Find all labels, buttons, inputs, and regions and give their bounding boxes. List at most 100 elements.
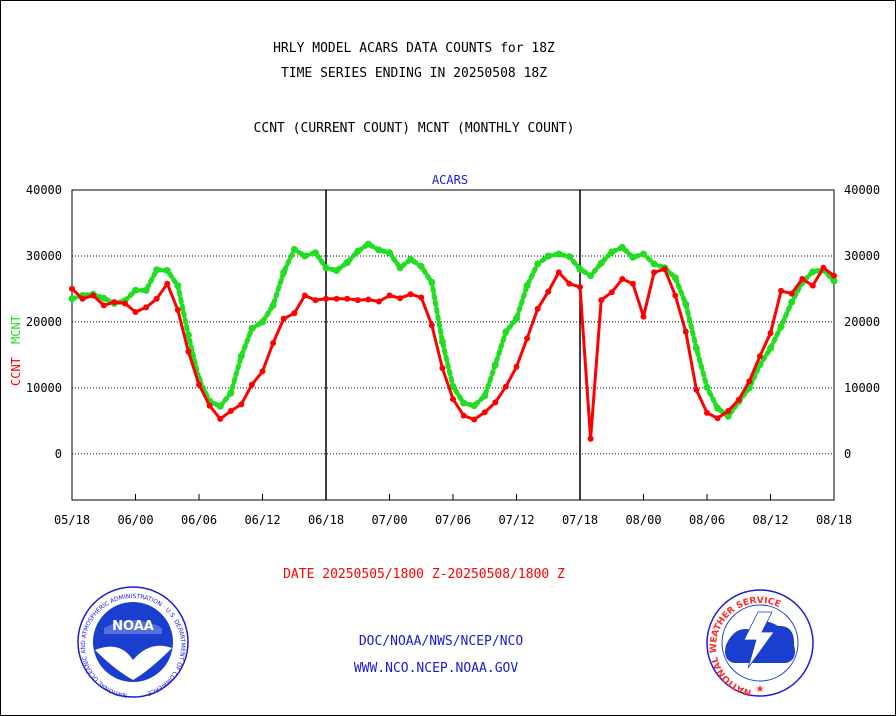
nws-star-icon: ★ bbox=[756, 684, 765, 695]
data-point-ccnt bbox=[153, 295, 160, 302]
x-tick-label: 06/06 bbox=[181, 513, 217, 527]
data-point-ccnt bbox=[714, 415, 721, 422]
data-point-ccnt bbox=[820, 264, 827, 271]
data-point-ccnt bbox=[725, 408, 732, 414]
data-point-ccnt bbox=[100, 302, 107, 309]
x-tick-label: 07/06 bbox=[435, 513, 471, 527]
data-point-mcnt bbox=[438, 338, 446, 346]
website: WWW.NCO.NCEP.NOAA.GOV bbox=[354, 661, 519, 676]
data-point-mcnt bbox=[777, 323, 785, 330]
data-point-ccnt bbox=[767, 330, 774, 337]
y-tick-labels-left: 0 10000 20000 30000 40000 bbox=[26, 183, 62, 461]
data-point-ccnt bbox=[397, 295, 404, 302]
data-point-ccnt bbox=[746, 378, 753, 385]
y-tick-label-left: 0 bbox=[55, 447, 62, 461]
data-point-ccnt bbox=[248, 381, 255, 388]
data-point-mcnt bbox=[830, 277, 838, 285]
data-point-ccnt bbox=[132, 309, 139, 315]
x-tick-label: 08/06 bbox=[689, 513, 725, 527]
data-point-ccnt bbox=[756, 353, 763, 360]
data-point-ccnt bbox=[164, 280, 171, 287]
data-point-mcnt bbox=[153, 266, 161, 274]
y-tick-label-right: 10000 bbox=[844, 381, 880, 395]
data-point-mcnt bbox=[343, 259, 351, 267]
data-point-mcnt bbox=[227, 389, 235, 397]
y-tick-label-left: 30000 bbox=[26, 249, 62, 263]
data-point-ccnt bbox=[270, 340, 277, 346]
data-point-ccnt bbox=[121, 300, 128, 307]
chart-title: ACARS bbox=[432, 173, 468, 187]
x-tick-label: 08/18 bbox=[816, 513, 852, 527]
data-point-ccnt bbox=[259, 368, 266, 375]
data-point-ccnt bbox=[90, 292, 97, 299]
y-tick-label-left: 10000 bbox=[26, 381, 62, 395]
data-point-ccnt bbox=[143, 304, 150, 311]
data-point-ccnt bbox=[566, 280, 573, 287]
data-point-ccnt bbox=[799, 276, 806, 282]
data-point-mcnt bbox=[788, 298, 796, 306]
data-point-ccnt bbox=[386, 292, 393, 299]
data-point-mcnt bbox=[354, 247, 362, 255]
x-tick-label: 08/00 bbox=[625, 513, 661, 527]
data-point-ccnt bbox=[354, 297, 361, 304]
noaa-logo-text: NOAA bbox=[112, 619, 154, 634]
x-tick-marks bbox=[71, 494, 835, 500]
data-point-ccnt bbox=[619, 276, 626, 282]
data-point-ccnt bbox=[375, 298, 382, 305]
data-point-ccnt bbox=[735, 396, 742, 403]
data-point-ccnt bbox=[418, 294, 425, 301]
data-point-ccnt bbox=[312, 297, 319, 304]
data-point-mcnt bbox=[174, 282, 182, 290]
data-point-mcnt bbox=[608, 248, 616, 256]
data-point-mcnt bbox=[565, 253, 573, 261]
data-point-ccnt bbox=[460, 412, 467, 419]
data-point-mcnt bbox=[407, 255, 415, 263]
series-ccnt bbox=[69, 264, 837, 442]
day-separators bbox=[325, 190, 581, 500]
noaa-logo: NOAA NATIONAL OCEANIC AND ATMOSPHERIC AD… bbox=[77, 586, 189, 699]
data-point-ccnt bbox=[661, 266, 668, 273]
data-point-ccnt bbox=[587, 435, 594, 442]
data-point-mcnt bbox=[491, 361, 499, 369]
x-tick-label: 08/12 bbox=[752, 513, 788, 527]
data-point-ccnt bbox=[227, 408, 234, 414]
data-point-ccnt bbox=[492, 399, 499, 406]
data-point-ccnt bbox=[206, 402, 213, 409]
org-path: DOC/NOAA/NWS/NCEP/NCO bbox=[359, 634, 524, 649]
data-point-mcnt bbox=[703, 383, 711, 391]
data-point-ccnt bbox=[174, 307, 181, 313]
data-point-ccnt bbox=[555, 269, 562, 276]
data-point-ccnt bbox=[280, 315, 287, 322]
data-point-ccnt bbox=[323, 295, 329, 302]
data-point-mcnt bbox=[724, 412, 732, 420]
series-group bbox=[68, 240, 838, 442]
y-tick-label-left: 40000 bbox=[26, 183, 62, 197]
y-tick-label-right: 0 bbox=[844, 447, 851, 461]
x-tick-labels: 05/18 06/00 06/06 06/12 06/18 07/00 07/06 07/12… bbox=[54, 513, 852, 527]
data-point-ccnt bbox=[608, 289, 615, 296]
series-line-mcnt bbox=[69, 241, 837, 419]
nws-logo: NATIONAL WEATHER SERVICE ★ bbox=[706, 589, 814, 697]
data-point-mcnt bbox=[692, 344, 700, 352]
data-point-ccnt bbox=[788, 290, 795, 297]
data-point-mcnt bbox=[100, 294, 108, 302]
ylabel-mcnt: MCNT bbox=[9, 315, 23, 344]
data-point-ccnt bbox=[640, 313, 647, 320]
data-point-ccnt bbox=[629, 280, 636, 287]
x-tick-label: 07/18 bbox=[562, 513, 598, 527]
data-point-ccnt bbox=[502, 383, 509, 390]
data-point-ccnt bbox=[450, 396, 456, 403]
data-point-ccnt bbox=[407, 291, 414, 298]
data-point-mcnt bbox=[809, 268, 817, 276]
data-point-mcnt bbox=[68, 295, 76, 303]
data-point-mcnt bbox=[396, 264, 404, 272]
data-point-mcnt bbox=[481, 392, 489, 400]
data-point-mcnt bbox=[671, 274, 679, 282]
data-point-mcnt bbox=[163, 267, 171, 274]
data-point-ccnt bbox=[217, 415, 224, 422]
data-point-ccnt bbox=[79, 295, 86, 302]
y-tick-label-right: 30000 bbox=[844, 249, 880, 263]
data-point-ccnt bbox=[545, 288, 552, 295]
data-point-mcnt bbox=[767, 344, 774, 352]
